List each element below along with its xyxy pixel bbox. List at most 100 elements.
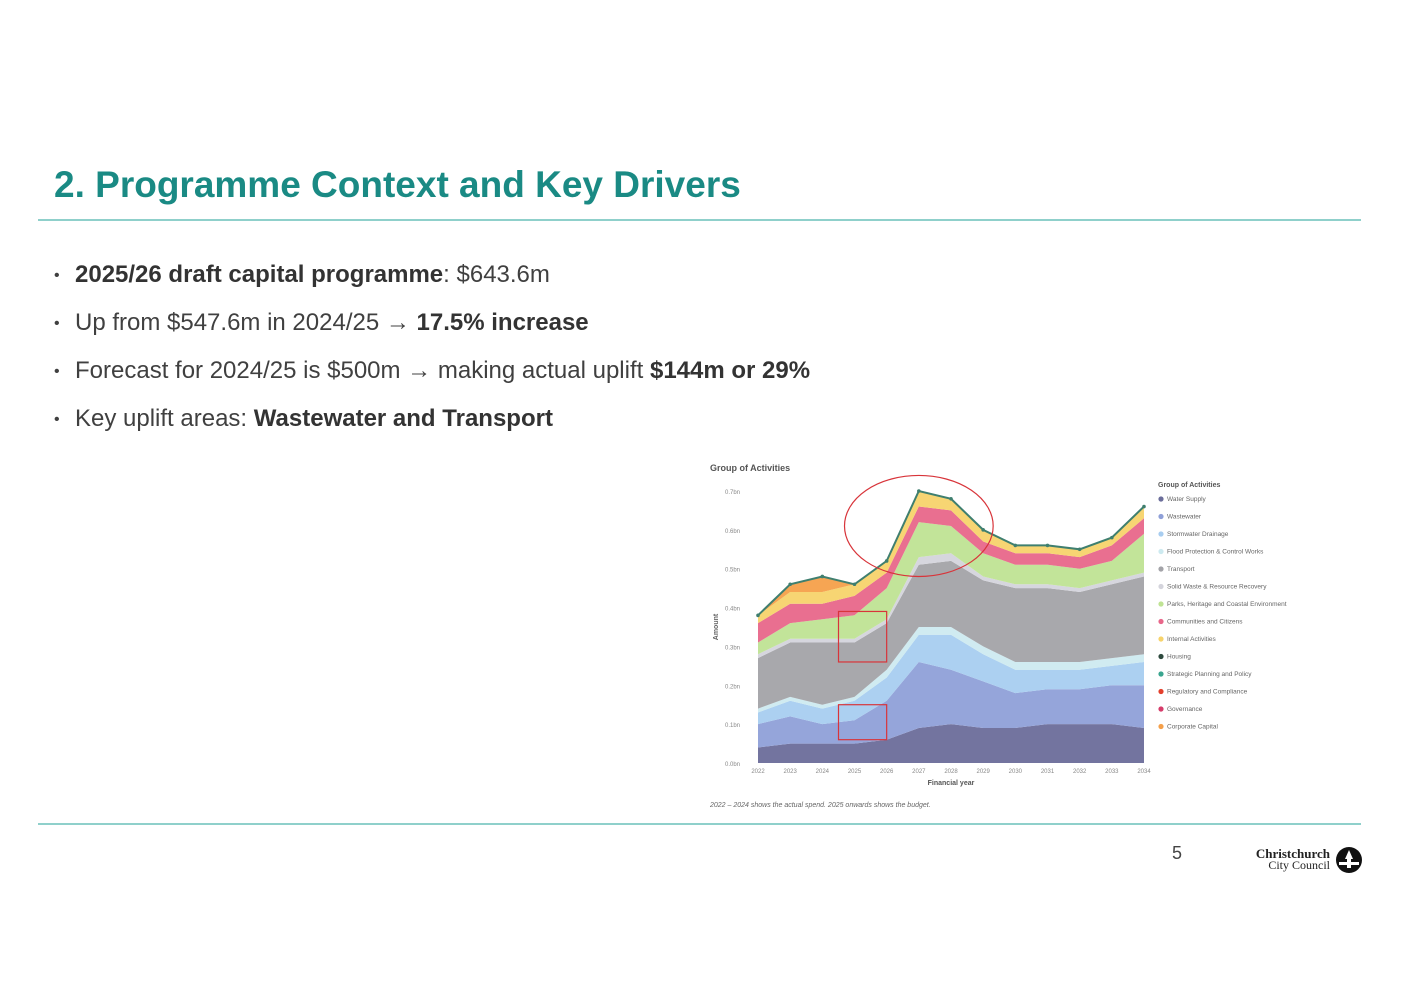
x-tick-label: 2022 [751, 769, 765, 775]
total-point [884, 559, 889, 563]
area-communities-and-citizens [758, 506, 1144, 643]
total-point [1110, 535, 1114, 540]
legend-swatch [1158, 531, 1164, 537]
bullet-item: • Forecast for 2024/25 is $500m → making … [54, 347, 810, 395]
total-point [917, 489, 921, 493]
bullet-list: • 2025/26 draft capital programme: $643.6… [54, 251, 810, 443]
highlight-ellipse [843, 474, 994, 578]
legend-swatch [1158, 653, 1164, 660]
legend-item: Parks, Heritage and Coastal Environment [1167, 601, 1287, 608]
bullet-bold-tail: 17.5% increase [416, 309, 589, 336]
legend-swatch [1158, 723, 1164, 730]
stacked-area-chart: Group of Activities 0.0bn 0.1bn 0.2bn 0.3bn 0… [709, 463, 1287, 809]
total-point [1077, 547, 1082, 552]
area-stormwater-drainage [758, 634, 1144, 725]
bullet-text: Up from $547.6m in 2024/25 → [75, 309, 417, 336]
total-point [1013, 543, 1018, 548]
bullet-dot: • [54, 362, 60, 380]
bullet-item: • Up from $547.6m in 2024/25 → 17.5% incr… [54, 299, 810, 347]
legend-item: Flood Protection & Control Works [1167, 549, 1264, 556]
chart-title: Group of Activities [710, 463, 790, 473]
total-point [981, 528, 985, 532]
y-tick-label: 0.2bn [725, 684, 740, 690]
council-logo: Christchurch City Council [1247, 846, 1363, 874]
total-point [788, 582, 792, 587]
x-tick-label: 2023 [783, 769, 797, 775]
area-internal-activities [758, 491, 1144, 624]
legend-item: Strategic Planning and Policy [1167, 671, 1252, 678]
bullet-dot: • [54, 266, 60, 284]
highlight-rect [837, 704, 888, 741]
legend-title: Group of Activities [1158, 482, 1220, 489]
x-tick-label: 2028 [944, 769, 958, 775]
x-tick-label: 2031 [1041, 769, 1055, 775]
bullet-text: Key uplift areas: [75, 405, 254, 432]
legend-swatch [1158, 601, 1164, 607]
legend-swatch [1158, 496, 1164, 502]
area-transport [758, 560, 1144, 709]
legend-swatch [1158, 548, 1164, 555]
legend-swatch [1158, 583, 1164, 590]
legend-item: Wastewater [1167, 514, 1202, 521]
slide-title: 2. Programme Context and Key Drivers [54, 164, 741, 205]
legend-item: Regulatory and Compliance [1167, 689, 1248, 696]
x-axis-label: Financial year [928, 780, 975, 787]
area-wastewater [758, 662, 1144, 748]
area-parks-heritage-and-coastal-environment [758, 522, 1144, 655]
x-tick-label: 2024 [816, 769, 830, 775]
title-divider [38, 219, 1361, 221]
total-point [1142, 504, 1146, 509]
cathedral-icon [1336, 847, 1362, 873]
x-tick-label: 2026 [880, 769, 894, 775]
y-tick-label: 0.6bn [725, 529, 740, 535]
chart-note: 2022 – 2024 shows the actual spend. 2025… [709, 802, 931, 809]
legend-item: Communities and Citizens [1167, 619, 1243, 626]
bullet-bold-tail: Wastewater and Transport [253, 405, 553, 432]
x-tick-label: 2025 [848, 769, 862, 775]
total-point [949, 496, 953, 501]
y-tick-label: 0.7bn [725, 490, 740, 496]
legend-item: Water Supply [1167, 496, 1207, 503]
y-tick-label: 0.1bn [725, 723, 740, 729]
bullet-text: : $643.6m [443, 261, 550, 288]
y-tick-label: 0.4bn [725, 607, 740, 613]
bullet-dot: • [54, 410, 60, 428]
legend-swatch [1158, 671, 1164, 677]
x-tick-label: 2034 [1137, 769, 1151, 775]
bullet-text: Forecast for 2024/25 is $500m → making a… [75, 357, 650, 384]
bullet-bold-tail: $144m or 29% [649, 357, 811, 384]
legend-item: Corporate Capital [1167, 724, 1218, 731]
legend-item: Stormwater Drainage [1167, 531, 1229, 538]
legend-item: Solid Waste & Resource Recovery [1167, 584, 1267, 591]
y-tick-label: 0.3bn [725, 645, 740, 651]
bullet-item: • 2025/26 draft capital programme: $643.6… [54, 251, 810, 299]
y-axis-label: Amount [713, 613, 720, 640]
x-tick-label: 2030 [1009, 769, 1023, 775]
legend-swatch [1158, 566, 1164, 572]
area-water-supply [758, 724, 1144, 763]
total-point [852, 582, 857, 587]
total-point [756, 613, 760, 618]
legend-swatch [1158, 706, 1164, 712]
bullet-item: • Key uplift areas: Wastewater and Transp… [54, 395, 810, 443]
legend-swatch [1158, 688, 1164, 695]
logo-line-2: City Council [1268, 858, 1330, 872]
bullet-dot: • [54, 314, 60, 332]
x-tick-label: 2033 [1105, 769, 1119, 775]
x-tick-label: 2027 [912, 769, 926, 775]
legend-item: Transport [1167, 566, 1195, 573]
x-tick-label: 2032 [1073, 769, 1087, 775]
legend-item: Governance [1167, 706, 1203, 713]
x-tick-label: 2029 [976, 769, 990, 775]
highlight-rect [837, 610, 888, 663]
bullet-bold-text: 2025/26 draft capital programme [75, 261, 444, 288]
page-number: 5 [1172, 843, 1183, 863]
legend-swatch [1158, 636, 1164, 642]
y-tick-label: 0.5bn [725, 568, 740, 574]
y-tick-label: 0.0bn [725, 762, 740, 768]
legend-item: Housing [1167, 654, 1191, 661]
legend-swatch [1158, 618, 1164, 625]
total-point [1045, 543, 1050, 548]
legend-item: Internal Activities [1167, 636, 1217, 643]
legend-swatch [1158, 513, 1164, 520]
